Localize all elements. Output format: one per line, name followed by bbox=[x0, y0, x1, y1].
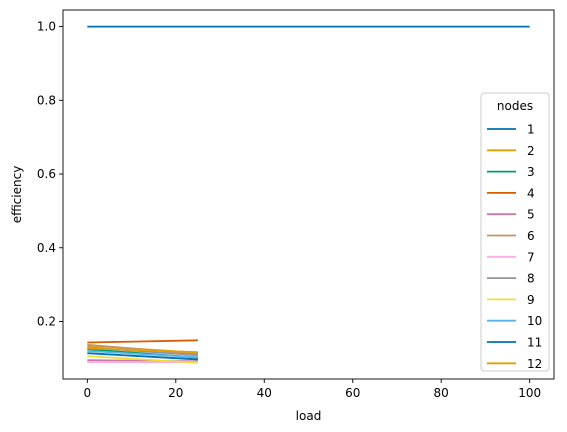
x-tick-label: 40 bbox=[257, 386, 272, 400]
legend-label-5: 5 bbox=[527, 208, 535, 222]
axes-frame bbox=[62, 9, 555, 380]
legend-label-11: 11 bbox=[527, 336, 542, 350]
plot-area bbox=[63, 10, 554, 379]
y-tick-label: 0.2 bbox=[37, 314, 56, 328]
x-tick-label: 20 bbox=[168, 386, 183, 400]
x-axis-label: load bbox=[296, 409, 322, 423]
y-axis-label: efficiency bbox=[10, 166, 24, 224]
legend-label-2: 2 bbox=[527, 144, 535, 158]
legend-label-3: 3 bbox=[527, 165, 535, 179]
legend-label-9: 9 bbox=[527, 293, 535, 307]
legend-label-12: 12 bbox=[527, 357, 542, 371]
y-tick-label: 0.8 bbox=[37, 93, 56, 107]
series-layer bbox=[87, 25, 530, 364]
series-line-10 bbox=[87, 350, 198, 359]
x-tick-label: 0 bbox=[84, 386, 92, 400]
y-tick-label: 0.4 bbox=[37, 241, 56, 255]
x-tick-label: 100 bbox=[518, 386, 541, 400]
legend-label-8: 8 bbox=[527, 272, 535, 286]
series-line-9 bbox=[87, 355, 198, 364]
series-line-6 bbox=[87, 343, 198, 355]
series-line-12 bbox=[87, 347, 198, 353]
x-tick-label: 80 bbox=[434, 386, 449, 400]
legend-label-7: 7 bbox=[527, 250, 535, 264]
series-line-11 bbox=[87, 352, 198, 361]
legend-label-1: 1 bbox=[527, 123, 535, 137]
legend-label-4: 4 bbox=[527, 186, 535, 200]
x-tick-label: 60 bbox=[345, 386, 360, 400]
legend-label-10: 10 bbox=[527, 314, 542, 328]
legend-title: nodes bbox=[497, 99, 533, 113]
y-tick-label: 1.0 bbox=[37, 20, 56, 34]
axes-layer: 0 20 40 60 80 100 0.2 0.4 0.6 0.8 1.0 bbox=[37, 9, 555, 400]
y-tick-label: 0.6 bbox=[37, 167, 56, 181]
legend-box bbox=[480, 92, 550, 372]
legend-label-6: 6 bbox=[527, 229, 535, 243]
series-line-4 bbox=[87, 339, 198, 344]
